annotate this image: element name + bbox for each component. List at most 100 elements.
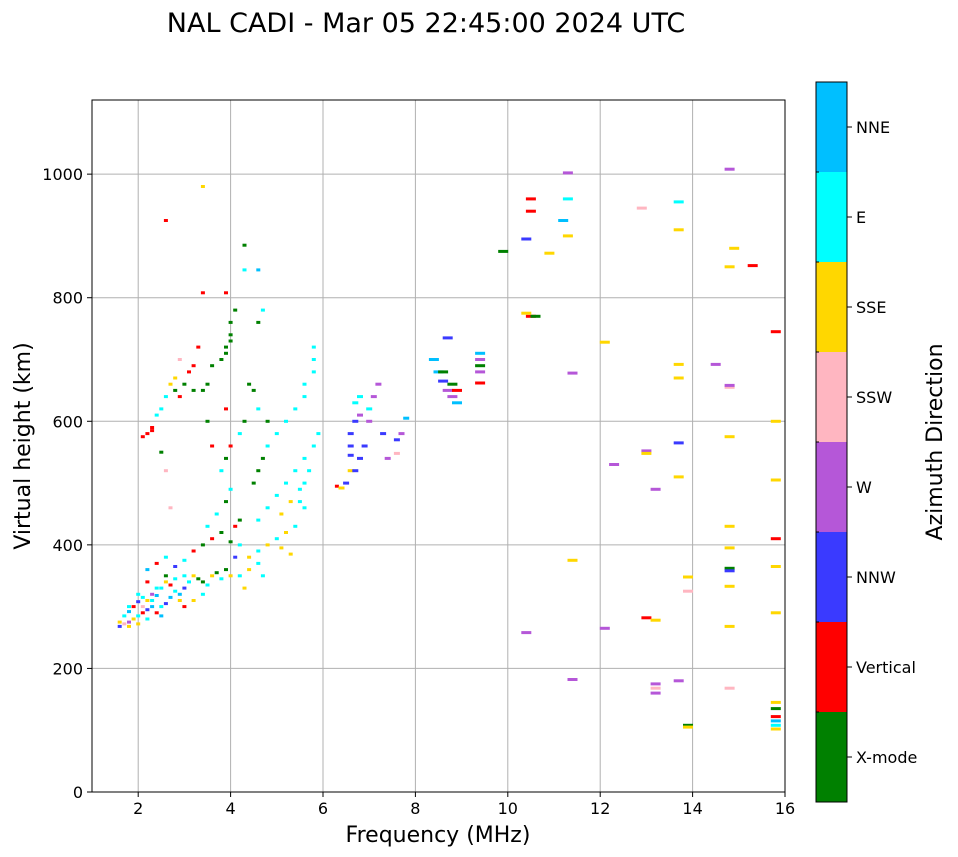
data-point: [205, 382, 210, 386]
data-point: [177, 592, 182, 596]
data-point: [357, 395, 363, 399]
data-point: [683, 589, 693, 593]
data-point: [182, 586, 187, 590]
data-point: [475, 358, 486, 361]
data-point: [683, 575, 693, 579]
data-point: [293, 524, 298, 528]
data-point: [145, 599, 150, 602]
data-point: [447, 395, 458, 399]
data-point: [724, 624, 735, 628]
data-point: [260, 308, 265, 312]
data-point: [265, 543, 270, 547]
data-point: [131, 617, 136, 621]
colorbar-segment: [816, 262, 847, 352]
data-point: [770, 330, 781, 334]
data-point: [562, 171, 573, 175]
data-point: [168, 583, 173, 587]
data-point: [237, 543, 242, 547]
data-point: [498, 249, 509, 253]
data-point: [177, 395, 182, 399]
data-point: [251, 481, 256, 485]
data-point: [163, 469, 168, 473]
data-point: [210, 537, 215, 541]
data-point: [159, 450, 164, 454]
data-point: [224, 351, 228, 355]
data-point: [154, 561, 159, 565]
data-point: [214, 512, 219, 516]
data-point: [302, 382, 307, 386]
data-point: [187, 580, 191, 584]
data-point: [302, 456, 307, 460]
data-point: [343, 481, 350, 485]
data-point: [307, 469, 312, 473]
data-point: [284, 481, 288, 485]
chart-title: NAL CADI - Mar 05 22:45:00 2024 UTC: [167, 8, 685, 39]
data-point: [452, 388, 462, 392]
data-point: [284, 419, 288, 423]
data-point: [724, 524, 735, 528]
data-point: [297, 487, 302, 491]
data-point: [562, 234, 573, 238]
data-point: [452, 401, 462, 405]
data-point: [256, 407, 261, 411]
data-point: [428, 358, 439, 361]
data-point: [242, 419, 247, 423]
data-point: [447, 382, 458, 386]
data-point: [770, 723, 781, 727]
data-point: [347, 444, 354, 448]
data-point: [302, 395, 307, 399]
data-point: [182, 574, 187, 578]
data-point: [182, 605, 187, 609]
data-point: [279, 512, 284, 516]
data-point: [140, 611, 145, 615]
data-point: [530, 314, 541, 318]
data-point: [256, 320, 261, 324]
data-point: [150, 426, 155, 429]
data-point: [127, 610, 131, 614]
x-tick-label: 2: [133, 799, 143, 818]
data-point: [724, 584, 735, 588]
colorbar-category-label: W: [856, 478, 872, 497]
colorbar-category-label: Vertical: [856, 658, 916, 677]
data-point: [599, 340, 610, 344]
data-point: [521, 237, 532, 241]
grid-lines: [92, 100, 785, 792]
colorbar-category-label: NNE: [856, 118, 890, 137]
data-point: [150, 429, 155, 433]
data-point: [256, 268, 261, 272]
data-point: [145, 432, 150, 436]
data-point: [140, 435, 145, 439]
data-point: [770, 727, 781, 731]
data-point: [609, 463, 620, 466]
data-point: [710, 362, 721, 366]
data-point: [650, 618, 661, 622]
data-point: [334, 484, 339, 488]
data-point: [311, 370, 316, 374]
data-point: [224, 456, 228, 460]
data-point: [380, 432, 387, 436]
data-point: [145, 580, 150, 584]
data-point: [136, 614, 141, 618]
colorbar-segment: [816, 712, 847, 802]
data-point: [191, 364, 196, 368]
data-point: [724, 265, 735, 269]
data-point: [438, 370, 449, 374]
data-point: [724, 385, 735, 389]
data-point: [247, 568, 252, 572]
data-point: [650, 487, 661, 491]
x-tick-label: 14: [682, 799, 702, 818]
colorbar: X-mode Vertical NNW W SSW SSE E NNE: [815, 81, 917, 803]
data-point: [233, 524, 238, 528]
data-point: [475, 370, 486, 374]
data-point: [196, 577, 201, 581]
data-point: [168, 506, 173, 510]
data-point: [154, 611, 159, 615]
data-point: [242, 586, 247, 590]
data-point: [274, 432, 279, 436]
data-point: [163, 580, 168, 584]
data-point: [228, 339, 233, 343]
data-point: [567, 558, 578, 562]
x-tick-label: 6: [318, 799, 328, 818]
colorbar-category-label: SSW: [856, 388, 892, 407]
